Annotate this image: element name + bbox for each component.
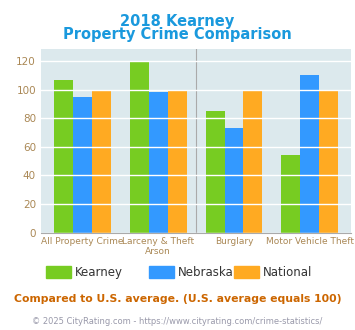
- Text: © 2025 CityRating.com - https://www.cityrating.com/crime-statistics/: © 2025 CityRating.com - https://www.city…: [32, 317, 323, 326]
- Bar: [54, 80, 73, 233]
- Bar: [300, 75, 319, 233]
- Bar: [206, 111, 225, 233]
- Bar: [73, 97, 92, 233]
- Text: Nebraska: Nebraska: [178, 266, 233, 279]
- Text: Kearney: Kearney: [75, 266, 122, 279]
- Text: National: National: [263, 266, 312, 279]
- Bar: [149, 92, 168, 233]
- Bar: [168, 89, 187, 233]
- Bar: [244, 89, 262, 233]
- Bar: [225, 128, 244, 233]
- Text: Compared to U.S. average. (U.S. average equals 100): Compared to U.S. average. (U.S. average …: [14, 294, 341, 304]
- Text: Property Crime Comparison: Property Crime Comparison: [63, 27, 292, 42]
- Bar: [130, 62, 149, 233]
- Bar: [92, 89, 111, 233]
- Bar: [319, 89, 338, 233]
- Bar: [282, 155, 300, 233]
- Text: 2018 Kearney: 2018 Kearney: [120, 14, 235, 29]
